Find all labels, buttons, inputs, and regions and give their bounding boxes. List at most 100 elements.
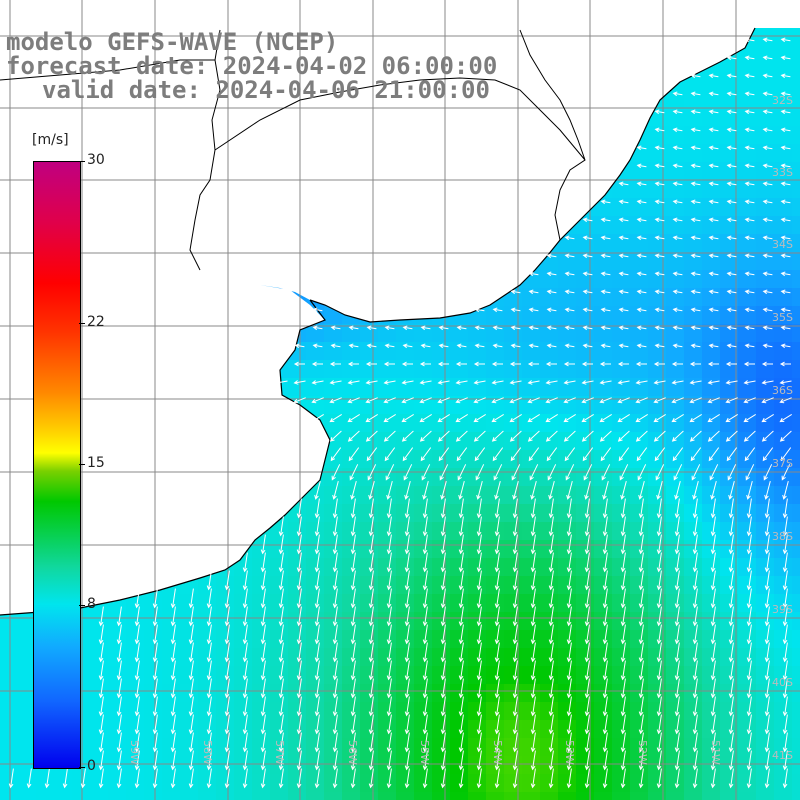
speed-cell: [180, 648, 198, 666]
wind-arrow: [386, 768, 392, 789]
speed-cell: [306, 702, 324, 720]
speed-cell: [540, 792, 558, 800]
speed-cell: [18, 684, 36, 702]
speed-cell: [756, 450, 774, 468]
wind-arrow: [619, 464, 629, 481]
speed-cell: [378, 540, 396, 558]
speed-cell: [648, 396, 666, 414]
speed-cell: [234, 630, 252, 648]
wind-arrow: [386, 498, 392, 519]
wind-arrow: [98, 642, 104, 663]
wind-arrow: [620, 642, 626, 663]
speed-cell: [306, 576, 324, 594]
wind-arrow: [638, 570, 644, 591]
speed-cell: [504, 738, 522, 756]
wind-arrow: [206, 678, 212, 699]
wind-arrow: [582, 217, 593, 223]
speed-cell: [612, 720, 630, 738]
wind-arrow: [581, 380, 594, 385]
speed-cell: [306, 792, 324, 800]
speed-cell: [648, 792, 666, 800]
speed-cell: [198, 702, 216, 720]
wind-arrow: [582, 325, 593, 331]
wind-arrow: [566, 750, 572, 771]
speed-cell: [738, 594, 756, 612]
wind-arrow: [744, 145, 755, 151]
speed-cell: [558, 540, 576, 558]
wind-arrow: [746, 588, 752, 609]
wind-arrow: [296, 696, 302, 717]
wind-arrow: [98, 732, 104, 753]
wind-arrow: [422, 624, 428, 645]
wind-arrow: [242, 624, 248, 645]
speed-cell: [720, 540, 738, 558]
wind-arrow: [368, 534, 374, 555]
speed-cell: [792, 630, 800, 648]
wind-arrow: [728, 624, 734, 645]
wind-arrow: [762, 127, 773, 133]
speed-cell: [738, 738, 756, 756]
wind-arrow: [779, 413, 792, 423]
wind-arrow: [242, 642, 248, 663]
wind-arrow: [582, 235, 593, 241]
wind-arrow: [762, 217, 773, 223]
wind-arrow: [350, 750, 356, 771]
speed-cell: [774, 504, 792, 522]
wind-arrow: [296, 642, 302, 663]
speed-cell: [468, 720, 486, 738]
wind-arrow: [581, 430, 594, 442]
speed-cell: [630, 612, 648, 630]
longitude-label: 52W: [636, 740, 649, 765]
wind-arrow: [510, 325, 521, 331]
speed-cell: [378, 720, 396, 738]
wind-arrow: [278, 516, 284, 537]
wind-arrow: [764, 732, 770, 753]
wind-arrow: [350, 660, 356, 681]
speed-cell: [378, 576, 396, 594]
speed-cell: [792, 180, 800, 198]
wind-arrow: [762, 271, 773, 277]
wind-arrow: [404, 480, 411, 500]
wind-arrow: [746, 660, 752, 681]
speed-cell: [342, 468, 360, 486]
wind-arrow: [116, 660, 122, 681]
wind-arrow: [746, 750, 752, 771]
wind-arrow: [727, 464, 737, 481]
speed-cell: [342, 450, 360, 468]
wind-arrow: [134, 732, 140, 753]
speed-cell: [306, 612, 324, 630]
wind-arrow: [350, 480, 357, 500]
speed-cell: [738, 432, 756, 450]
speed-cell: [612, 558, 630, 576]
wind-arrow: [509, 430, 522, 442]
speed-cell: [630, 468, 648, 486]
speed-cell: [396, 522, 414, 540]
speed-cell: [522, 468, 540, 486]
wind-arrow: [242, 732, 248, 753]
speed-cell: [342, 666, 360, 684]
speed-cell: [90, 612, 108, 630]
speed-cell: [162, 738, 180, 756]
wind-arrow: [782, 714, 788, 735]
wind-arrow: [602, 552, 608, 573]
wind-arrow: [638, 480, 645, 500]
speed-cell: [324, 576, 342, 594]
wind-arrow: [710, 768, 716, 789]
speed-cell: [378, 774, 396, 792]
wind-arrow: [494, 696, 500, 717]
wind-arrow: [314, 768, 320, 789]
wind-arrow: [672, 325, 683, 331]
speed-cell: [558, 558, 576, 576]
wind-arrow: [654, 109, 665, 115]
speed-cell: [342, 396, 360, 414]
speed-cell: [90, 630, 108, 648]
wind-arrow: [620, 588, 626, 609]
speed-cell: [486, 576, 504, 594]
speed-cell: [522, 504, 540, 522]
wind-arrow: [654, 447, 666, 462]
speed-cell: [558, 378, 576, 396]
wind-arrow: [350, 498, 356, 519]
speed-cell: [378, 468, 396, 486]
wind-arrow: [692, 606, 698, 627]
wind-arrow: [726, 253, 737, 259]
